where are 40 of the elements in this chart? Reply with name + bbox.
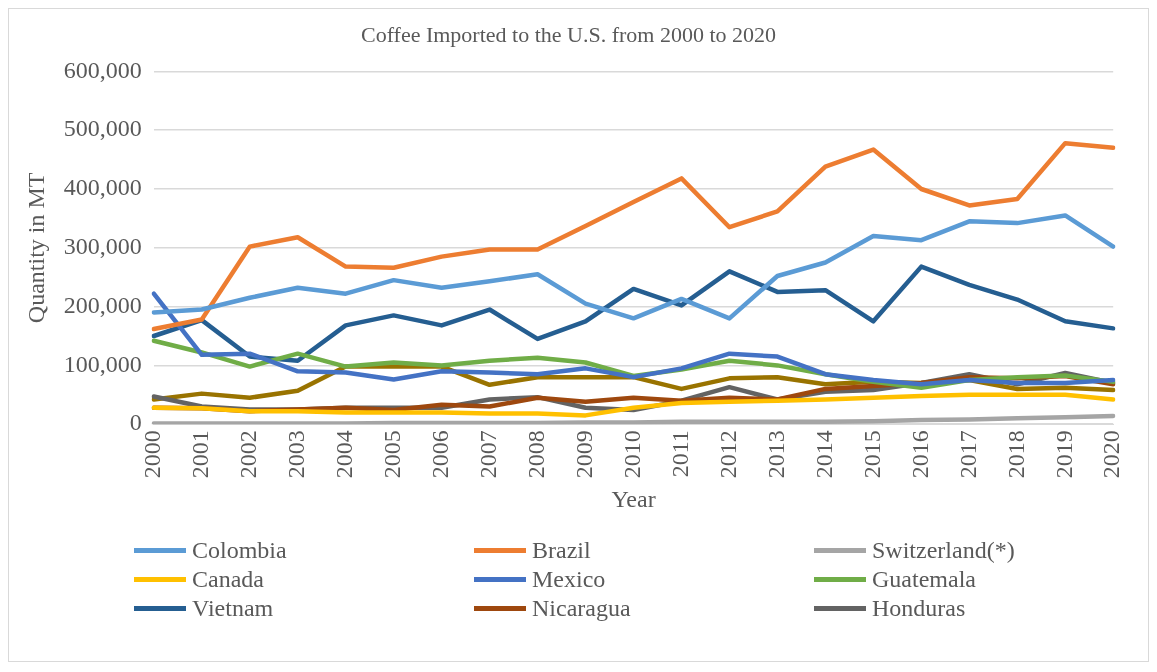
x-tick-label: 2004 <box>330 430 357 479</box>
x-axis-title: Year <box>611 485 656 512</box>
x-tick-label: 2011 <box>666 430 693 478</box>
x-tick-label: 2014 <box>810 430 837 479</box>
legend-label: Vietnam <box>192 595 274 622</box>
y-tick-label: 500,000 <box>63 115 142 142</box>
y-tick-label: 400,000 <box>63 174 142 201</box>
chart-title: Coffee Imported to the U.S. from 2000 to 2020 <box>360 21 777 47</box>
x-tick-label: 2009 <box>570 430 597 479</box>
x-tick-label: 2006 <box>426 430 453 479</box>
x-tick-label: 2015 <box>858 430 885 479</box>
x-tick-label: 2018 <box>1002 430 1029 479</box>
legend-label: Nicaragua <box>532 595 631 622</box>
legend-label: Honduras <box>872 595 966 622</box>
legend-label: Canada <box>192 566 264 593</box>
y-tick-label: 200,000 <box>63 291 142 318</box>
x-tick-label: 2008 <box>522 430 549 479</box>
x-tick-label: 2001 <box>187 430 214 479</box>
y-tick-label: 100,000 <box>63 350 142 377</box>
y-axis-title: Quantity in MT <box>22 172 49 324</box>
x-tick-label: 2010 <box>618 430 645 479</box>
y-tick-label: 600,000 <box>63 56 142 83</box>
x-tick-label: 2002 <box>235 430 262 479</box>
x-tick-label: 2000 <box>139 430 166 479</box>
x-tick-label: 2005 <box>378 430 405 479</box>
x-tick-label: 2019 <box>1050 430 1077 479</box>
x-tick-label: 2017 <box>954 430 981 479</box>
y-tick-label: 300,000 <box>63 233 142 260</box>
legend-label: Guatemala <box>872 566 976 593</box>
legend-label: Brazil <box>532 537 591 564</box>
x-tick-label: 2007 <box>474 430 501 479</box>
legend-label: Switzerland(*) <box>872 537 1015 564</box>
x-tick-label: 2013 <box>762 430 789 479</box>
x-tick-label: 2020 <box>1098 430 1125 479</box>
x-tick-label: 2012 <box>714 430 741 479</box>
y-tick-label: 0 <box>129 409 142 436</box>
x-tick-label: 2003 <box>283 430 310 479</box>
x-tick-label: 2016 <box>906 430 933 479</box>
legend-label: Colombia <box>192 537 287 564</box>
legend-label: Mexico <box>532 566 606 593</box>
